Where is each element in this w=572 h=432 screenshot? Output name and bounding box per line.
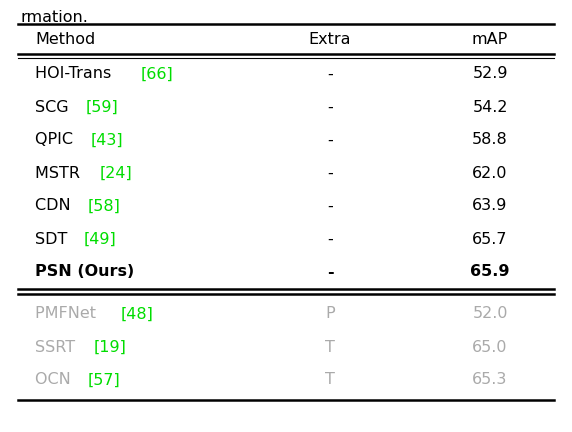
Text: 58.8: 58.8 xyxy=(472,133,508,147)
Text: Extra: Extra xyxy=(309,32,351,48)
Text: -: - xyxy=(327,232,333,247)
Text: 52.0: 52.0 xyxy=(472,306,508,321)
Text: [59]: [59] xyxy=(85,99,118,114)
Text: SDT: SDT xyxy=(35,232,73,247)
Text: 62.0: 62.0 xyxy=(472,165,508,181)
Text: -: - xyxy=(327,198,333,213)
Text: PMFNet: PMFNet xyxy=(35,306,101,321)
Text: [19]: [19] xyxy=(94,340,126,355)
Text: [48]: [48] xyxy=(121,306,154,321)
Text: [66]: [66] xyxy=(141,67,173,82)
Text: [49]: [49] xyxy=(84,232,117,247)
Text: mAP: mAP xyxy=(472,32,508,48)
Text: 65.3: 65.3 xyxy=(472,372,508,388)
Text: HOI-Trans: HOI-Trans xyxy=(35,67,116,82)
Text: 65.9: 65.9 xyxy=(470,264,510,280)
Text: 52.9: 52.9 xyxy=(472,67,508,82)
Text: rmation.: rmation. xyxy=(20,10,88,25)
Text: SCG: SCG xyxy=(35,99,74,114)
Text: 65.7: 65.7 xyxy=(472,232,508,247)
Text: [58]: [58] xyxy=(88,198,121,213)
Text: CDN: CDN xyxy=(35,198,76,213)
Text: [57]: [57] xyxy=(88,372,121,388)
Text: 65.0: 65.0 xyxy=(472,340,508,355)
Text: -: - xyxy=(327,133,333,147)
Text: OCN: OCN xyxy=(35,372,76,388)
Text: MSTR: MSTR xyxy=(35,165,85,181)
Text: -: - xyxy=(327,165,333,181)
Text: PSN (Ours): PSN (Ours) xyxy=(35,264,134,280)
Text: T: T xyxy=(325,340,335,355)
Text: 54.2: 54.2 xyxy=(472,99,508,114)
Text: -: - xyxy=(327,99,333,114)
Text: QPIC: QPIC xyxy=(35,133,78,147)
Text: T: T xyxy=(325,372,335,388)
Text: Method: Method xyxy=(35,32,96,48)
Text: [24]: [24] xyxy=(100,165,133,181)
Text: P: P xyxy=(325,306,335,321)
Text: -: - xyxy=(327,67,333,82)
Text: -: - xyxy=(327,264,333,280)
Text: SSRT: SSRT xyxy=(35,340,80,355)
Text: [43]: [43] xyxy=(91,133,124,147)
Text: 63.9: 63.9 xyxy=(472,198,508,213)
